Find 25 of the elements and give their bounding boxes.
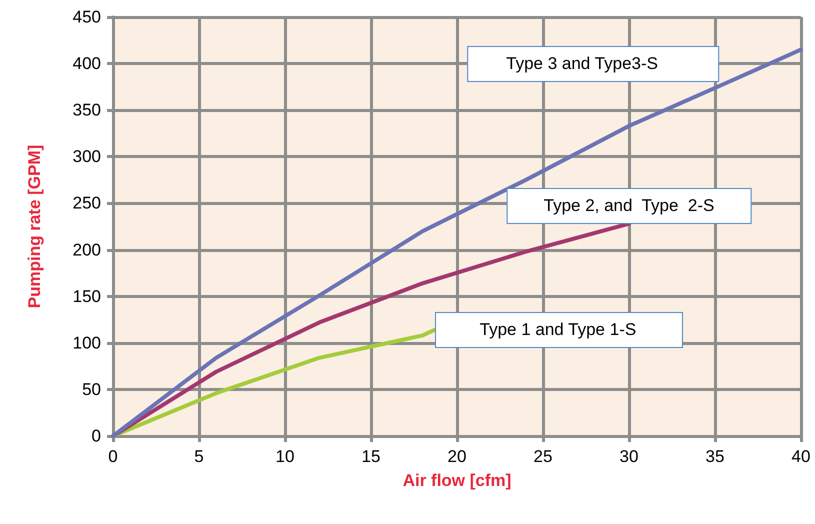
x-tick-label: 0 [108,447,118,466]
x-tick-label: 30 [620,447,638,466]
x-tick-label: 5 [194,447,204,466]
callout-box: Type 3 and Type3-S [467,46,719,82]
y-tick-label: 150 [72,286,101,306]
callout-box: Type 2, and Type 2-S [506,188,752,224]
y-tick-label: 450 [72,8,101,26]
x-tick-label: 35 [706,447,724,466]
y-tick-label: 100 [72,333,101,352]
y-tick-label: 250 [72,194,101,213]
y-tick-label: 50 [82,380,101,399]
x-tick-label: 20 [448,447,466,466]
y-tick-label: 400 [72,54,101,74]
y-tick-label: 300 [72,147,101,166]
callout-box: Type 1 and Type 1-S [434,312,684,348]
y-tick-label: 200 [72,240,101,260]
y-tick-label: 0 [92,426,101,446]
y-axis-title: Pumping rate [GPM] [25,144,44,308]
x-tick-label: 40 [792,447,810,466]
x-tick-label: 25 [534,447,552,466]
x-tick-label: 10 [276,447,294,466]
line-series [111,48,803,438]
x-axis-title: Air flow [cfm] [402,471,512,490]
x-tick-label: 15 [362,447,380,466]
y-tick-label: 350 [72,100,101,120]
